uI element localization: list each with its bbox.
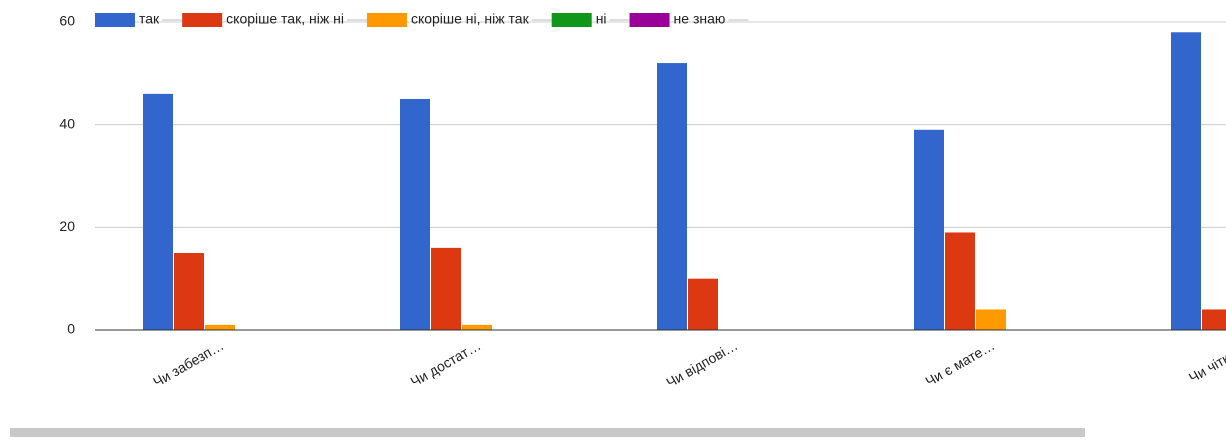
legend-label: ні	[596, 11, 607, 27]
x-tick-label: Чи є мате…	[922, 337, 997, 389]
legend-swatch	[95, 13, 135, 27]
bar	[945, 232, 975, 330]
legend-label: не знаю	[674, 11, 726, 27]
y-tick-label: 0	[67, 321, 75, 337]
bar	[657, 63, 687, 331]
x-tick-label: Чи відпові…	[663, 337, 740, 391]
y-tick-label: 40	[59, 115, 75, 131]
bar	[1171, 32, 1201, 331]
bar	[1202, 309, 1226, 330]
legend-label: скоріше ні, ніж так	[411, 11, 530, 27]
bar	[462, 324, 492, 330]
legend-swatch	[182, 13, 223, 27]
x-tick-label: Чи достат…	[408, 337, 484, 390]
bar	[431, 247, 461, 330]
bar	[205, 324, 235, 330]
bar	[400, 99, 430, 330]
bar	[688, 278, 718, 330]
bar	[174, 253, 204, 330]
bar	[143, 93, 173, 330]
y-tick-label: 60	[59, 13, 75, 29]
x-tick-label: Чи забезп…	[150, 337, 226, 390]
y-tick-label: 20	[59, 218, 75, 234]
x-tick-label: Чи чітко …	[1186, 337, 1226, 386]
legend-label: скоріше так, ніж ні	[226, 11, 344, 27]
bar	[976, 309, 1006, 330]
legend-label: так	[139, 11, 160, 27]
legend-swatch	[629, 13, 670, 27]
scrollbar[interactable]	[10, 428, 1085, 437]
legend-swatch	[551, 13, 592, 27]
bar	[914, 129, 944, 330]
legend-swatch	[366, 13, 407, 27]
